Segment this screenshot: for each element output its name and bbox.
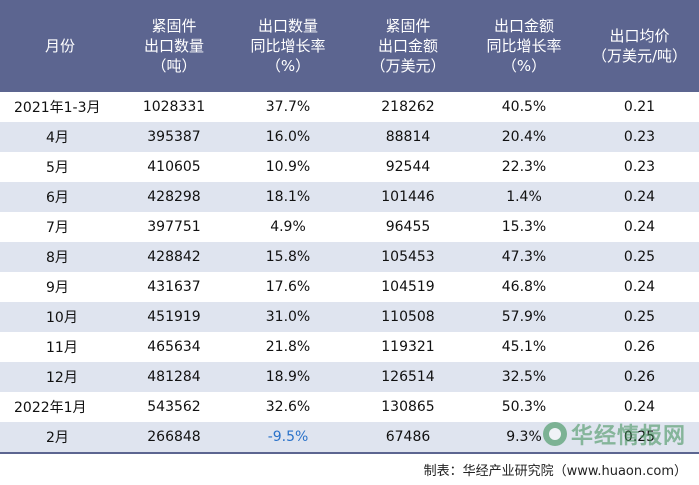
header-avg-price: 出口均价 （万美元/吨） bbox=[591, 27, 688, 65]
watermark: 华经情报网 bbox=[543, 418, 686, 450]
table-row: 7月 397751 4.9% 96455 15.3% 0.24 bbox=[0, 212, 699, 242]
watermark-logo-icon bbox=[543, 422, 567, 446]
cell-avg-price: 0.25 bbox=[623, 249, 656, 265]
cell-month: 9月 bbox=[46, 280, 69, 296]
cell-avg-price: 0.21 bbox=[623, 99, 656, 115]
cell-value-yoy: 40.5% bbox=[501, 99, 547, 115]
cell-export-quantity: 481284 bbox=[147, 369, 201, 385]
cell-export-value: 92544 bbox=[385, 159, 431, 175]
table-row: 5月 410605 10.9% 92544 22.3% 0.23 bbox=[0, 152, 699, 182]
cell-avg-price: 0.24 bbox=[623, 189, 656, 205]
cell-avg-price: 0.25 bbox=[623, 309, 656, 325]
cell-month: 7月 bbox=[46, 220, 69, 236]
data-table: 月份 紧固件 出口数量 （吨） 出口数量 同比增长率 （%） 紧固件 出口金额 … bbox=[0, 0, 699, 452]
table-row: 2月 266848 -9.5% 67486 9.3% 0.25 bbox=[0, 422, 699, 452]
cell-value-yoy: 50.3% bbox=[501, 399, 547, 415]
cell-export-value: 67486 bbox=[385, 429, 431, 445]
cell-month: 12月 bbox=[46, 370, 78, 386]
bottom-divider bbox=[0, 452, 699, 454]
cell-export-value: 110508 bbox=[381, 309, 435, 325]
cell-export-quantity: 397751 bbox=[147, 219, 201, 235]
cell-avg-price: 0.25 bbox=[623, 429, 656, 445]
cell-quantity-yoy: -9.5% bbox=[267, 429, 309, 445]
header-month: 月份 bbox=[44, 37, 75, 55]
cell-avg-price: 0.24 bbox=[623, 219, 656, 235]
cell-quantity-yoy: 10.9% bbox=[265, 159, 311, 175]
cell-export-value: 96455 bbox=[385, 219, 431, 235]
cell-export-value: 126514 bbox=[381, 369, 435, 385]
cell-month: 2021年1-3月 bbox=[14, 100, 101, 116]
header-value-yoy: 出口金额 同比增长率 （%） bbox=[486, 17, 562, 75]
cell-export-value: 104519 bbox=[381, 279, 435, 295]
cell-export-value: 119321 bbox=[381, 339, 435, 355]
cell-export-quantity: 428298 bbox=[147, 189, 201, 205]
cell-export-quantity: 1028331 bbox=[142, 99, 206, 115]
cell-value-yoy: 47.3% bbox=[501, 249, 547, 265]
cell-export-quantity: 451919 bbox=[147, 309, 201, 325]
cell-value-yoy: 32.5% bbox=[501, 369, 547, 385]
cell-month: 10月 bbox=[46, 310, 78, 326]
cell-quantity-yoy: 16.0% bbox=[265, 129, 311, 145]
cell-month: 2月 bbox=[46, 430, 69, 446]
cell-export-quantity: 543562 bbox=[147, 399, 201, 415]
cell-quantity-yoy: 15.8% bbox=[265, 249, 311, 265]
watermark-text: 华经情报网 bbox=[571, 424, 687, 449]
table-row: 2021年1-3月 1028331 37.7% 218262 40.5% 0.21 bbox=[0, 92, 699, 122]
cell-value-yoy: 22.3% bbox=[501, 159, 547, 175]
cell-quantity-yoy: 4.9% bbox=[270, 219, 306, 235]
cell-export-quantity: 266848 bbox=[147, 429, 201, 445]
cell-value-yoy: 20.4% bbox=[501, 129, 547, 145]
table-row: 8月 428842 15.8% 105453 47.3% 0.25 bbox=[0, 242, 699, 272]
cell-value-yoy: 57.9% bbox=[501, 309, 547, 325]
cell-avg-price: 0.23 bbox=[623, 159, 656, 175]
cell-export-value: 101446 bbox=[381, 189, 435, 205]
cell-quantity-yoy: 18.9% bbox=[265, 369, 311, 385]
cell-month: 8月 bbox=[46, 250, 69, 266]
cell-export-quantity: 428842 bbox=[147, 249, 201, 265]
cell-month: 4月 bbox=[46, 130, 69, 146]
cell-month: 11月 bbox=[46, 340, 78, 356]
cell-export-quantity: 395387 bbox=[147, 129, 201, 145]
cell-export-quantity: 465634 bbox=[147, 339, 201, 355]
cell-value-yoy: 1.4% bbox=[506, 189, 542, 205]
cell-month: 5月 bbox=[46, 160, 69, 176]
cell-export-value: 130865 bbox=[381, 399, 435, 415]
cell-avg-price: 0.26 bbox=[623, 369, 656, 385]
cell-value-yoy: 46.8% bbox=[501, 279, 547, 295]
cell-month: 2022年1月 bbox=[14, 400, 87, 416]
source-note: 制表：华经产业研究院（www.huaon.com） bbox=[423, 464, 687, 479]
cell-value-yoy: 15.3% bbox=[501, 219, 547, 235]
cell-month: 6月 bbox=[46, 190, 69, 206]
cell-avg-price: 0.23 bbox=[623, 129, 656, 145]
table-row: 11月 465634 21.8% 119321 45.1% 0.26 bbox=[0, 332, 699, 362]
header-quantity-yoy: 出口数量 同比增长率 （%） bbox=[250, 17, 326, 75]
table-row: 6月 428298 18.1% 101446 1.4% 0.24 bbox=[0, 182, 699, 212]
table-row: 2022年1月 543562 32.6% 130865 50.3% 0.24 bbox=[0, 392, 699, 422]
table-row: 4月 395387 16.0% 88814 20.4% 0.23 bbox=[0, 122, 699, 152]
table-header: 月份 紧固件 出口数量 （吨） 出口数量 同比增长率 （%） 紧固件 出口金额 … bbox=[0, 0, 699, 92]
cell-quantity-yoy: 32.6% bbox=[265, 399, 311, 415]
cell-export-value: 88814 bbox=[385, 129, 431, 145]
cell-export-quantity: 410605 bbox=[147, 159, 201, 175]
cell-value-yoy: 9.3% bbox=[506, 429, 542, 445]
cell-quantity-yoy: 37.7% bbox=[265, 99, 311, 115]
cell-export-quantity: 431637 bbox=[147, 279, 201, 295]
cell-avg-price: 0.24 bbox=[623, 279, 656, 295]
header-export-value: 紧固件 出口金额 （万美元） bbox=[370, 17, 446, 75]
cell-avg-price: 0.26 bbox=[623, 339, 656, 355]
cell-export-value: 105453 bbox=[381, 249, 435, 265]
cell-avg-price: 0.24 bbox=[623, 399, 656, 415]
cell-quantity-yoy: 17.6% bbox=[265, 279, 311, 295]
table-body: 2021年1-3月 1028331 37.7% 218262 40.5% 0.21 4月 39… bbox=[0, 92, 699, 452]
cell-export-value: 218262 bbox=[381, 99, 435, 115]
cell-quantity-yoy: 21.8% bbox=[265, 339, 311, 355]
cell-quantity-yoy: 18.1% bbox=[265, 189, 311, 205]
cell-quantity-yoy: 31.0% bbox=[265, 309, 311, 325]
cell-value-yoy: 45.1% bbox=[501, 339, 547, 355]
table-row: 12月 481284 18.9% 126514 32.5% 0.26 bbox=[0, 362, 699, 392]
table-row: 9月 431637 17.6% 104519 46.8% 0.24 bbox=[0, 272, 699, 302]
table-row: 10月 451919 31.0% 110508 57.9% 0.25 bbox=[0, 302, 699, 332]
header-export-quantity: 紧固件 出口数量 （吨） bbox=[143, 17, 204, 75]
